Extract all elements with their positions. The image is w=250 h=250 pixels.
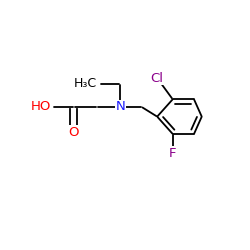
Text: F: F bbox=[169, 147, 176, 160]
Text: H₃C: H₃C bbox=[74, 78, 97, 90]
Text: O: O bbox=[68, 126, 79, 138]
Text: N: N bbox=[116, 100, 125, 114]
Text: Cl: Cl bbox=[151, 72, 164, 85]
Text: HO: HO bbox=[30, 100, 50, 114]
